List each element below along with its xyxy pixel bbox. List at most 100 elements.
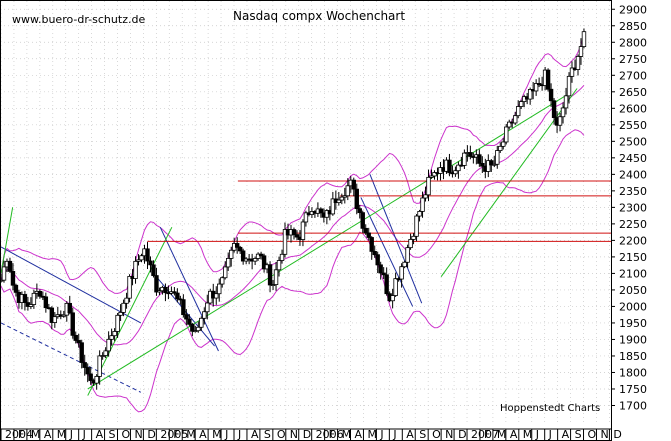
x-tick-label: 2007 [471, 428, 499, 441]
price-bar-body [339, 196, 345, 201]
price-bar-body [402, 261, 407, 268]
y-tick-label: 2700 [619, 69, 647, 82]
price-bar-body [492, 163, 497, 166]
price-bar-body [252, 258, 258, 262]
price-bar-body [139, 255, 144, 261]
price-bar-body [354, 188, 359, 210]
price-bar-body [270, 284, 276, 287]
price-bar-body [351, 179, 356, 190]
upper-band [0, 34, 585, 294]
x-tick-label: A [562, 428, 570, 441]
x-tick-label: J [392, 428, 396, 441]
price-bar-body [372, 251, 377, 256]
watermark: www.buero-dr-schutz.de [12, 13, 145, 26]
price-bar-body [145, 248, 150, 262]
y-tick-label: 2250 [619, 218, 647, 231]
price-bar-body [426, 176, 431, 196]
price-bar-body [82, 362, 87, 368]
price-bar-body [267, 264, 273, 286]
price-bar-body [330, 198, 336, 215]
x-tick-label: 2005 [160, 428, 188, 441]
price-bar-body [578, 46, 584, 57]
x-tick-label: A [510, 428, 518, 441]
price-bar-body [43, 296, 49, 309]
lower-band [0, 129, 585, 413]
price-bar-body [527, 89, 533, 100]
price-bar-body [581, 31, 587, 47]
price-bar-body [28, 304, 34, 307]
x-tick-label: A [44, 428, 52, 441]
price-bar-body [417, 211, 422, 217]
price-bar-body [560, 107, 566, 118]
price-bar-body [97, 355, 102, 377]
price-bar-body [184, 314, 189, 320]
x-tick-label: D [458, 428, 466, 441]
x-tick-label: D [147, 428, 155, 441]
price-bar-body [462, 152, 467, 166]
price-bar-body [513, 115, 518, 124]
price-bar-body [214, 293, 219, 299]
price-bar-body [393, 278, 398, 296]
price-bar-body [456, 164, 461, 172]
price-bar-body [300, 221, 306, 240]
y-tick-label: 2450 [619, 152, 647, 165]
x-tick-label: J [224, 428, 228, 441]
price-bar-body [357, 208, 362, 214]
price-bar-body [223, 266, 228, 279]
price-bar-body [118, 312, 123, 316]
downtrend-channel-2004 [0, 322, 142, 393]
y-tick-label: 2500 [619, 135, 647, 148]
price-bar-body [414, 215, 419, 237]
price-bar-body [181, 299, 186, 316]
price-bar-body [360, 212, 365, 229]
y-tick-label: 2400 [619, 168, 647, 181]
price-bar-body [345, 185, 350, 197]
x-tick-label: A [355, 428, 363, 441]
price-bar-body [405, 247, 410, 263]
price-bar-body [61, 314, 66, 317]
price-bar-body [73, 334, 78, 341]
price-bar-body [112, 331, 117, 337]
price-bar-body [258, 253, 264, 257]
x-tick-label: O [277, 428, 286, 441]
x-tick-label: N [600, 428, 608, 441]
y-tick-label: 1700 [619, 399, 647, 412]
price-bar-body [94, 375, 99, 384]
x-tick-label: J [82, 428, 86, 441]
price-bar-body [569, 67, 575, 77]
x-tick-label: N [290, 428, 298, 441]
price-bar-body [518, 101, 524, 107]
y-axis: 1700 1750 1800 1850 1900 1950 2000 2050 2100 2150… [611, 3, 647, 412]
price-bar-body [157, 290, 162, 293]
x-tick-label: M [186, 428, 196, 441]
price-bar-body [533, 83, 539, 92]
y-tick-label: 2800 [619, 36, 647, 49]
x-tick-label: S [109, 428, 116, 441]
x-tick-label: O [122, 428, 131, 441]
price-bar-body [133, 260, 138, 279]
y-tick-label: 2850 [619, 20, 647, 33]
x-tick-label: M [497, 428, 507, 441]
price-bar-body [575, 56, 581, 70]
y-tick-label: 2600 [619, 102, 647, 115]
x-tick-label: O [588, 428, 597, 441]
x-tick-label: F [173, 428, 179, 441]
price-bar-body [563, 95, 569, 109]
price-bar-body [85, 367, 90, 375]
price-bar-body [190, 323, 195, 332]
price-bar-body [303, 212, 309, 223]
y-tick-label: 1850 [619, 350, 647, 363]
price-bar-body [536, 83, 542, 86]
price-bar-body [375, 254, 380, 266]
price-bar-body [557, 116, 563, 126]
x-tick-label: A [251, 428, 259, 441]
price-bar-body [121, 302, 126, 313]
price-bar-body [136, 259, 141, 262]
price-bar-body [477, 154, 482, 164]
price-bar-body [228, 249, 234, 259]
downtrend-line-2005 [159, 226, 219, 352]
price-bar-body [67, 302, 72, 314]
price-bar-body [187, 318, 192, 325]
price-bar-body [551, 100, 557, 119]
x-tick-label: S [575, 428, 582, 441]
